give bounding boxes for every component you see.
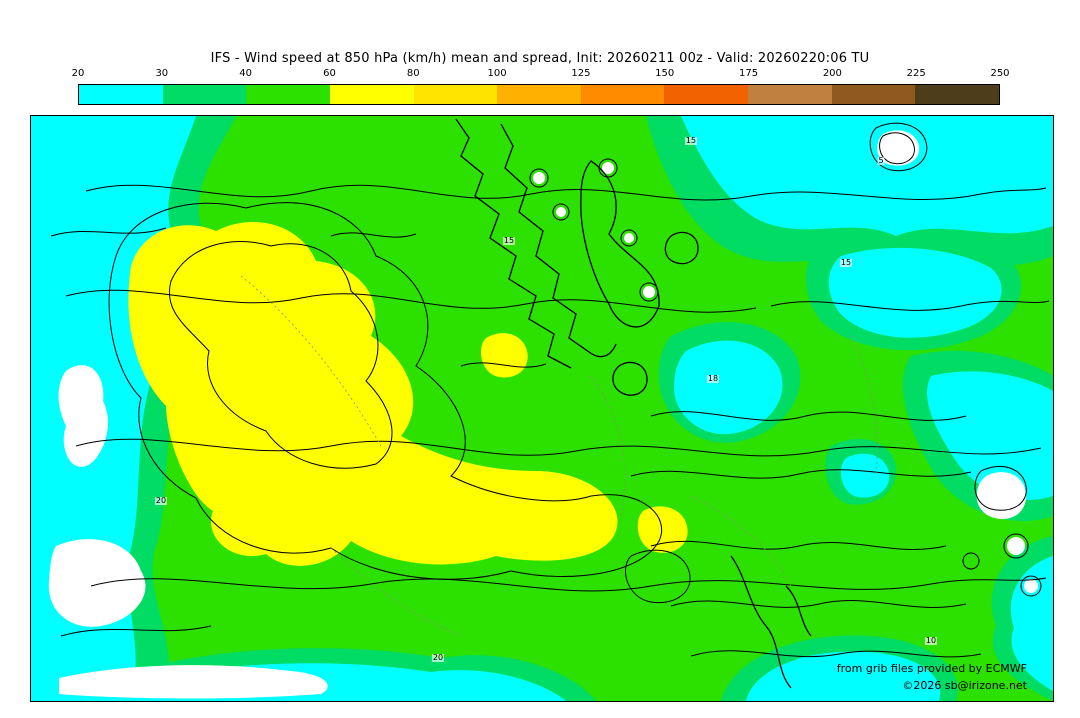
colorbar-swatch [497, 85, 581, 104]
colorbar-tick-label: 175 [738, 68, 759, 79]
coastlines [455, 118, 812, 689]
colorbar-tick-label: 150 [655, 68, 675, 79]
colorbar-tick-label: 250 [990, 68, 1010, 79]
colorbar-swatch [329, 85, 414, 104]
colorbar-tick-label: 20 [71, 68, 85, 79]
colorbar-tick-label: 40 [239, 68, 252, 79]
colorbar-swatch [246, 85, 330, 104]
map-credits: from grib files provided by ECMWF ©2026 … [837, 660, 1027, 695]
credit-copyright: ©2026 sb@irizone.net [902, 679, 1027, 693]
colorbar-swatch [748, 85, 832, 104]
colorbar-tick-label: 100 [487, 68, 507, 79]
country-borders [240, 275, 878, 637]
colorbar-swatch [162, 85, 247, 104]
colorbar-swatch [831, 85, 916, 104]
colorbar-tick-label: 125 [571, 68, 591, 79]
colorbar-swatch [580, 85, 665, 104]
colorbar [78, 84, 1000, 105]
spread-contour-lines [50, 122, 1050, 658]
colorbar-swatch [664, 85, 749, 104]
wind-field-svg [31, 116, 1053, 701]
colorbar-tick-label: 80 [406, 68, 420, 79]
colorbar-swatch [79, 85, 163, 104]
colorbar-tick-label: 30 [155, 68, 169, 79]
colorbar-tick-label: 200 [822, 68, 842, 79]
chart-title: IFS - Wind speed at 850 hPa (km/h) mean … [210, 51, 870, 66]
colorbar-tick-label: 60 [323, 68, 336, 79]
colorbar-tick-row: 20 30 40 60 80 100 125 150 175 200 225 250 [72, 68, 1010, 81]
colorbar-tick-label: 225 [906, 68, 926, 79]
colorbar-swatch [915, 85, 1000, 104]
colorbar-swatch [413, 85, 498, 104]
credit-source: from grib files provided by ECMWF [836, 661, 1027, 675]
map-canvas: 15 15 18 20 20 10 5 15 from grib files provided… [30, 115, 1054, 702]
